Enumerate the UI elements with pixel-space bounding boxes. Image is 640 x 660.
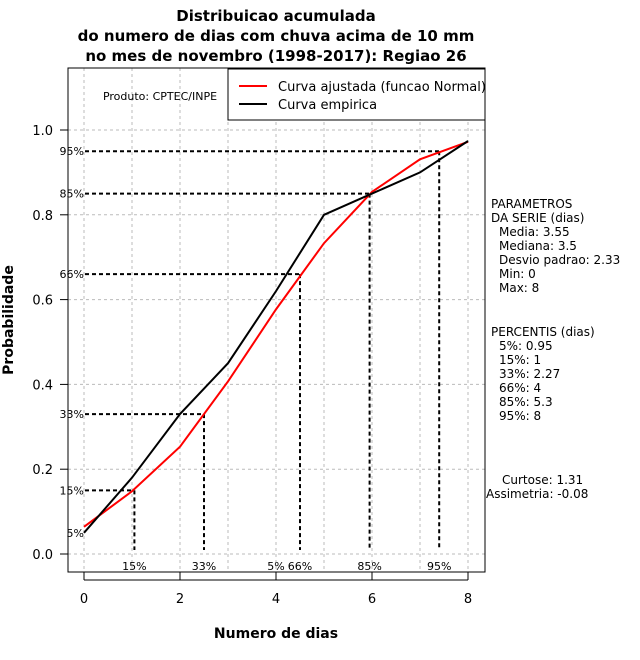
x-tick-label: 4 — [272, 592, 280, 607]
params-title-2: DA SERIE (dias) — [491, 211, 584, 225]
y-tick-label: 0.0 — [32, 548, 53, 563]
x-tick-label: 8 — [464, 592, 472, 607]
percentil-95: 95%: 8 — [499, 409, 541, 423]
title-line-1: Distribuicao acumulada — [176, 7, 375, 25]
percentile-y-label: 85% — [60, 188, 84, 201]
percentil-15: 15%: 1 — [499, 353, 541, 367]
percentile-x-label: 15% — [122, 560, 146, 573]
percentile-y-label: 33% — [60, 408, 84, 421]
param-desvio: Desvio padrao: 2.33 — [499, 253, 620, 267]
param-media: Media: 3.55 — [499, 225, 570, 239]
percentile-x-label: 66% — [288, 560, 312, 573]
legend: Curva ajustada (funcao Normal) Curva emp… — [227, 68, 486, 121]
y-tick-label: 0.4 — [32, 378, 53, 393]
legend-label-fitted: Curva ajustada (funcao Normal) — [278, 80, 486, 95]
param-mediana: Mediana: 3.5 — [499, 239, 577, 253]
x-tick-label: 6 — [368, 592, 376, 607]
percentile-x-label: 95% — [427, 560, 451, 573]
percentil-66: 66%: 4 — [499, 381, 541, 395]
x-tick-label: 0 — [80, 592, 88, 607]
series — [83, 140, 469, 534]
product-label: Produto: CPTEC/INPE — [103, 90, 217, 103]
percentile-x-label: 85% — [357, 560, 381, 573]
series-line — [83, 140, 469, 534]
chart-title: Distribuicao acumulada do numero de dias… — [78, 7, 475, 65]
percentile-y-label: 15% — [60, 484, 84, 497]
series-line — [83, 140, 469, 528]
percentil-85: 85%: 5.3 — [499, 395, 553, 409]
param-min: Min: 0 — [499, 267, 536, 281]
y-tick-label: 0.2 — [32, 463, 53, 478]
percentis-title: PERCENTIS (dias) — [491, 325, 595, 339]
percentile-x-label: 33% — [192, 560, 216, 573]
percentil-5: 5%: 0.95 — [499, 339, 553, 353]
y-axis-label: Probabilidade — [1, 265, 17, 375]
side-panel: PARAMETROS DA SERIE (dias) Media: 3.55 M… — [486, 197, 620, 501]
x-axis-label: Numero de dias — [214, 626, 338, 642]
axes: 0 2 4 6 8 0.0 0.2 0.4 0.6 0.8 1.0 — [32, 124, 472, 607]
x-tick-label: 2 — [176, 592, 184, 607]
percentile-lines: 5% 5% 15% 15% 33% 33% 66% 66% 85% 85% 95% 95% — [60, 145, 452, 573]
y-tick-label: 0.6 — [32, 294, 53, 309]
param-max: Max: 8 — [499, 281, 539, 295]
y-tick-label: 0.8 — [32, 209, 53, 224]
params-title-1: PARAMETROS — [491, 197, 572, 211]
percentil-33: 33%: 2.27 — [499, 367, 560, 381]
legend-box — [227, 68, 486, 121]
grid — [68, 68, 485, 572]
legend-label-empirical: Curva empirica — [278, 98, 377, 113]
title-line-2: do numero de dias com chuva acima de 10 … — [78, 27, 475, 45]
assimetria: Assimetria: -0.08 — [486, 487, 588, 501]
title-line-3: no mes de novembro (1998-2017): Regiao 2… — [85, 47, 466, 65]
curtose: Curtose: 1.31 — [502, 473, 583, 487]
y-tick-label: 1.0 — [32, 124, 53, 139]
percentile-y-label: 5% — [67, 527, 84, 540]
percentile-x-label: 5% — [267, 560, 284, 573]
percentile-y-label: 66% — [60, 268, 84, 281]
percentile-y-label: 95% — [60, 145, 84, 158]
